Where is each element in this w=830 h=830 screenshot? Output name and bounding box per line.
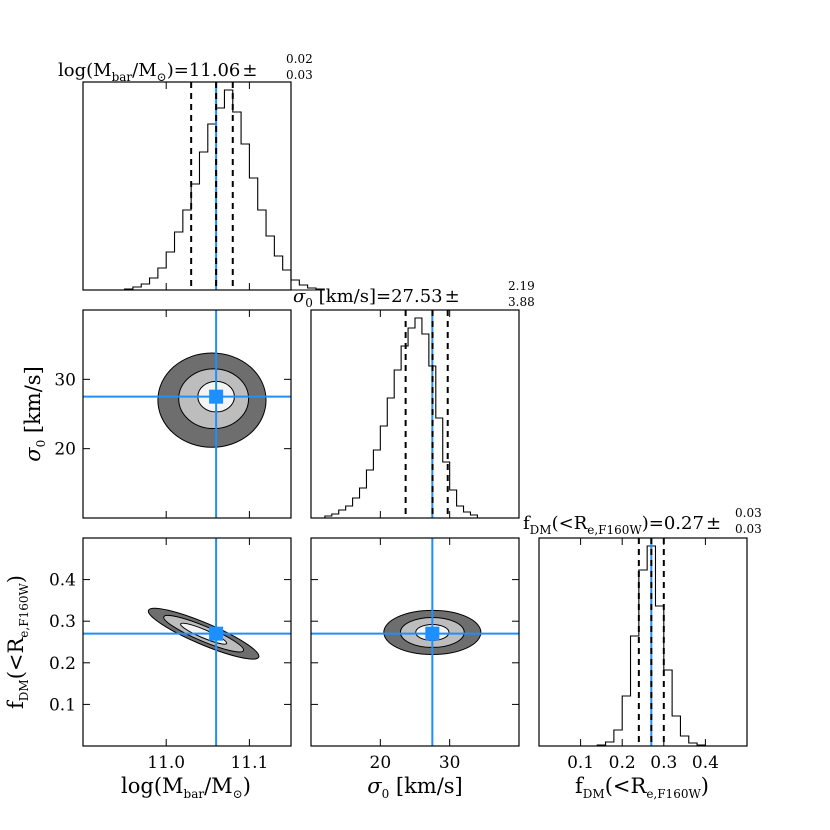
contour-mbar-fdm-ytick-label: 0.4 bbox=[49, 571, 76, 591]
contour-mbar-fdm-xtick-label: 11.1 bbox=[230, 753, 268, 773]
contour-mbar-fdm-truth-marker bbox=[209, 626, 224, 641]
hist-fdm-xtick-label: 0.3 bbox=[650, 753, 677, 773]
xlabel-fdm: fDM(<Re,F160W) bbox=[575, 774, 709, 801]
contour-mbar-sigma-ytick-label: 20 bbox=[54, 440, 76, 460]
contour-sigma-fdm-xtick-label: 20 bbox=[370, 753, 392, 773]
title-fdm-upper: 0.03 bbox=[735, 506, 762, 520]
xlabel-mbar: log(Mbar/M⊙) bbox=[121, 774, 251, 801]
hist-mbar-frame bbox=[82, 81, 292, 291]
contour-mbar-fdm-ytick-label: 0.1 bbox=[49, 695, 76, 715]
hist-fdm-xtick-label: 0.4 bbox=[692, 753, 719, 773]
contour-mbar-fdm-xtick-label: 11.0 bbox=[147, 753, 185, 773]
contour-sigma-fdm-xtick-label: 30 bbox=[439, 753, 461, 773]
ylabel-fdm: fDM(<Re,F160W) bbox=[4, 575, 31, 709]
contour-sigma-fdm-panel: 20 30 bbox=[310, 537, 520, 773]
title-sigma-upper: 2.19 bbox=[508, 279, 535, 293]
hist-mbar-panel bbox=[82, 81, 325, 291]
contour-mbar-fdm-ytick-label: 0.3 bbox=[49, 612, 76, 632]
title-fdm-lower: 0.03 bbox=[735, 522, 762, 536]
title-mbar: log(Mbar/M⊙)=11.06 ± bbox=[58, 60, 257, 84]
contour-mbar-sigma-ytick-label: 30 bbox=[54, 370, 76, 390]
hist-fdm-xtick-label: 0.2 bbox=[609, 753, 636, 773]
contour-mbar-fdm-ytick-label: 0.2 bbox=[49, 654, 76, 674]
contour-mbar-sigma-frame bbox=[82, 309, 292, 519]
title-mbar-lower: 0.03 bbox=[286, 68, 313, 82]
title-sigma: σ0 [km/s]=27.53 ± bbox=[293, 286, 460, 310]
title-fdm: fDM(<Re,F160W)=0.27 ± bbox=[523, 513, 721, 537]
title-mbar-upper: 0.02 bbox=[286, 52, 313, 66]
hist-fdm-panel: 0.1 0.2 0.3 0.4 bbox=[538, 537, 748, 773]
contour-sigma-fdm-truth-marker bbox=[425, 626, 440, 641]
contour-sigma-fdm-frame bbox=[310, 537, 520, 747]
xlabel-sigma: σ0 [km/s] bbox=[367, 774, 463, 801]
hist-fdm-frame bbox=[538, 537, 748, 747]
hist-mbar-step bbox=[83, 89, 325, 291]
hist-sigma-panel bbox=[310, 309, 520, 519]
hist-fdm-xtick-label: 0.1 bbox=[567, 753, 594, 773]
hist-fdm-step bbox=[539, 545, 747, 747]
contour-mbar-fdm-panel: 11.0 11.1 0.1 0.2 0.3 0.4 bbox=[49, 537, 292, 773]
hist-sigma-frame bbox=[310, 309, 520, 519]
contour-mbar-sigma-truth-marker bbox=[209, 389, 224, 404]
title-sigma-lower: 3.88 bbox=[508, 295, 535, 309]
hist-sigma-step bbox=[311, 317, 519, 519]
contour-mbar-fdm-frame bbox=[82, 537, 292, 747]
ylabel-sigma: σ0 [km/s] bbox=[21, 366, 48, 462]
